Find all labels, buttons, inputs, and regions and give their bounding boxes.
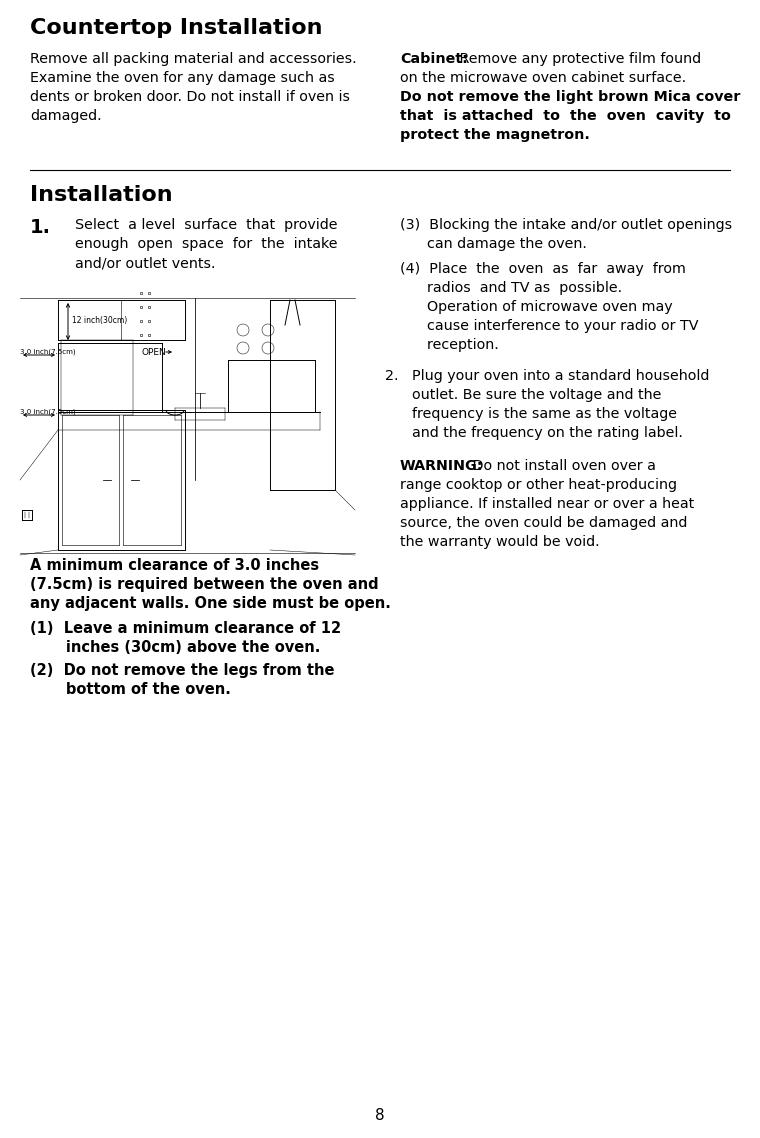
Text: the warranty would be void.: the warranty would be void. — [400, 535, 600, 549]
Text: Remove all packing material and accessories.: Remove all packing material and accessor… — [30, 52, 356, 66]
Text: source, the oven could be damaged and: source, the oven could be damaged and — [400, 516, 687, 530]
Text: 1.: 1. — [30, 218, 51, 237]
Text: cause interference to your radio or TV: cause interference to your radio or TV — [400, 319, 698, 333]
Text: protect the magnetron.: protect the magnetron. — [400, 127, 590, 142]
Text: and the frequency on the rating label.: and the frequency on the rating label. — [412, 426, 683, 440]
Text: Plug your oven into a standard household: Plug your oven into a standard household — [412, 369, 709, 384]
Text: frequency is the same as the voltage: frequency is the same as the voltage — [412, 407, 677, 421]
Text: Cabinet:: Cabinet: — [400, 52, 468, 66]
Text: dents or broken door. Do not install if oven is: dents or broken door. Do not install if … — [30, 90, 350, 104]
Text: and/or outlet vents.: and/or outlet vents. — [75, 256, 216, 270]
Text: can damage the oven.: can damage the oven. — [400, 237, 587, 251]
Text: 12 inch(30cm): 12 inch(30cm) — [72, 315, 127, 324]
Text: Operation of microwave oven may: Operation of microwave oven may — [400, 300, 673, 314]
Text: Examine the oven for any damage such as: Examine the oven for any damage such as — [30, 71, 334, 85]
Text: A minimum clearance of 3.0 inches: A minimum clearance of 3.0 inches — [30, 558, 319, 574]
Text: reception.: reception. — [400, 338, 499, 352]
Text: Select  a level  surface  that  provide: Select a level surface that provide — [75, 218, 337, 232]
Text: Do not remove the light brown Mica cover: Do not remove the light brown Mica cover — [400, 90, 740, 104]
Text: radios  and TV as  possible.: radios and TV as possible. — [400, 281, 622, 295]
Text: Installation: Installation — [30, 185, 173, 205]
Text: Remove any protective film found: Remove any protective film found — [455, 52, 701, 66]
Text: enough  open  space  for  the  intake: enough open space for the intake — [75, 237, 337, 251]
Text: 2.: 2. — [385, 369, 398, 384]
Text: 8: 8 — [375, 1108, 385, 1123]
Text: appliance. If installed near or over a heat: appliance. If installed near or over a h… — [400, 497, 694, 511]
Text: that  is attached  to  the  oven  cavity  to: that is attached to the oven cavity to — [400, 109, 731, 123]
Text: any adjacent walls. One side must be open.: any adjacent walls. One side must be ope… — [30, 596, 391, 611]
Text: range cooktop or other heat-producing: range cooktop or other heat-producing — [400, 478, 677, 492]
Text: 3.0 inch(7.5cm): 3.0 inch(7.5cm) — [20, 348, 76, 355]
Text: Do not install oven over a: Do not install oven over a — [468, 459, 656, 473]
Text: (4)  Place  the  oven  as  far  away  from: (4) Place the oven as far away from — [400, 262, 686, 277]
Text: Countertop Installation: Countertop Installation — [30, 18, 322, 38]
Text: outlet. Be sure the voltage and the: outlet. Be sure the voltage and the — [412, 388, 661, 402]
Text: (7.5cm) is required between the oven and: (7.5cm) is required between the oven and — [30, 577, 378, 592]
Text: bottom of the oven.: bottom of the oven. — [30, 682, 231, 696]
Text: damaged.: damaged. — [30, 109, 102, 123]
Text: OPEN: OPEN — [142, 347, 166, 356]
Text: (3)  Blocking the intake and/or outlet openings: (3) Blocking the intake and/or outlet op… — [400, 218, 732, 232]
Text: WARNING:: WARNING: — [400, 459, 483, 473]
Text: (1)  Leave a minimum clearance of 12: (1) Leave a minimum clearance of 12 — [30, 621, 341, 636]
Text: on the microwave oven cabinet surface.: on the microwave oven cabinet surface. — [400, 71, 686, 85]
Text: (2)  Do not remove the legs from the: (2) Do not remove the legs from the — [30, 663, 334, 678]
Text: 3.0 inch(7.5cm): 3.0 inch(7.5cm) — [20, 409, 76, 414]
Text: inches (30cm) above the oven.: inches (30cm) above the oven. — [30, 640, 321, 655]
